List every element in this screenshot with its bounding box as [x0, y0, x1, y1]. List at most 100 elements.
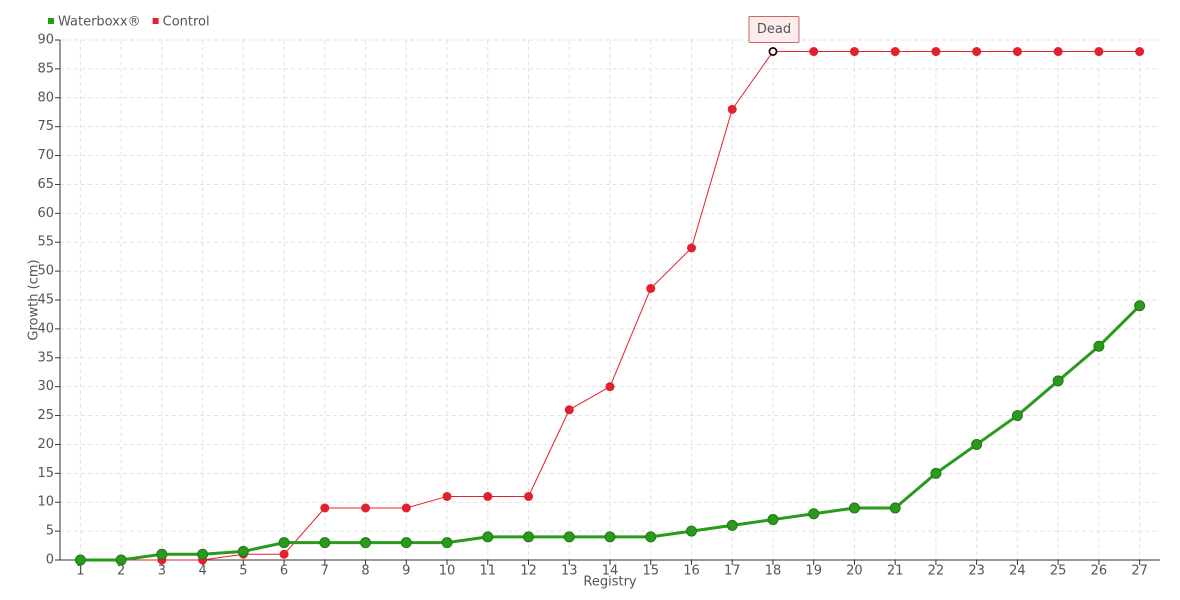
- data-point: [563, 531, 575, 543]
- data-point: [524, 491, 534, 501]
- y-tick-label: 35: [37, 350, 54, 365]
- y-tick-label: 30: [37, 379, 54, 394]
- x-axis-label: Registry: [583, 575, 637, 590]
- data-point: [278, 537, 290, 549]
- data-point: [320, 503, 330, 513]
- data-point: [808, 508, 820, 520]
- y-tick-label: 75: [37, 119, 54, 134]
- x-tick-label: 1: [76, 564, 84, 579]
- y-tick-label: 60: [37, 206, 54, 221]
- data-point: [523, 531, 535, 543]
- data-point: [809, 47, 819, 57]
- x-tick-label: 2: [117, 564, 125, 579]
- data-point: [319, 537, 331, 549]
- data-point: [1094, 47, 1104, 57]
- y-tick-label: 5: [46, 524, 54, 539]
- data-point: [197, 548, 209, 560]
- data-point: [849, 47, 859, 57]
- y-tick-label: 65: [37, 177, 54, 192]
- data-point: [401, 503, 411, 513]
- data-point: [237, 545, 249, 557]
- data-point: [889, 502, 901, 514]
- x-tick-label: 11: [480, 564, 497, 579]
- y-tick-label: 90: [37, 33, 54, 48]
- x-tick-label: 4: [198, 564, 206, 579]
- x-tick-label: 26: [1091, 564, 1108, 579]
- x-tick-label: 16: [683, 564, 700, 579]
- data-point: [1093, 340, 1105, 352]
- data-point: [930, 467, 942, 479]
- data-point: [279, 549, 289, 559]
- legend-label: Control: [163, 15, 210, 30]
- data-point: [726, 519, 738, 531]
- data-point: [115, 554, 127, 566]
- legend-swatch: [48, 18, 54, 24]
- x-tick-label: 18: [765, 564, 782, 579]
- data-point: [1135, 47, 1145, 57]
- data-point: [686, 243, 696, 253]
- x-tick-label: 27: [1131, 564, 1148, 579]
- data-point: [564, 405, 574, 415]
- data-point: [442, 491, 452, 501]
- annotation-marker: [768, 47, 778, 56]
- data-point: [74, 554, 86, 566]
- y-tick-label: 85: [37, 61, 54, 76]
- data-point: [441, 537, 453, 549]
- data-point: [645, 531, 657, 543]
- y-tick-label: 15: [37, 466, 54, 481]
- annotation: Dead: [748, 16, 800, 44]
- x-tick-label: 7: [321, 564, 329, 579]
- y-tick-label: 25: [37, 408, 54, 423]
- data-point: [1053, 47, 1063, 57]
- data-point: [767, 514, 779, 526]
- data-point: [400, 537, 412, 549]
- x-tick-label: 6: [280, 564, 288, 579]
- x-tick-label: 14: [602, 564, 619, 579]
- data-point: [361, 503, 371, 513]
- data-point: [972, 47, 982, 57]
- data-point: [685, 525, 697, 537]
- y-tick-label: 20: [37, 437, 54, 452]
- data-point: [156, 548, 168, 560]
- y-tick-label: 55: [37, 235, 54, 250]
- x-tick-label: 23: [968, 564, 985, 579]
- x-tick-label: 22: [928, 564, 945, 579]
- x-tick-label: 19: [805, 564, 822, 579]
- x-tick-label: 9: [402, 564, 410, 579]
- data-point: [646, 283, 656, 293]
- x-tick-label: 20: [846, 564, 863, 579]
- data-point: [727, 104, 737, 114]
- x-tick-label: 10: [439, 564, 456, 579]
- data-point: [1134, 300, 1146, 312]
- y-tick-label: 50: [37, 264, 54, 279]
- data-point: [360, 537, 372, 549]
- x-tick-label: 25: [1050, 564, 1067, 579]
- x-tick-label: 21: [887, 564, 904, 579]
- y-tick-label: 45: [37, 293, 54, 308]
- x-tick-label: 13: [561, 564, 578, 579]
- data-point: [971, 438, 983, 450]
- y-tick-label: 70: [37, 148, 54, 163]
- data-point: [890, 47, 900, 57]
- data-point: [1011, 410, 1023, 422]
- y-axis-label: Growth (cm): [27, 259, 42, 340]
- data-point: [605, 382, 615, 392]
- legend-swatch: [152, 18, 159, 24]
- x-tick-label: 3: [158, 564, 166, 579]
- x-tick-label: 15: [642, 564, 659, 579]
- data-point: [1052, 375, 1064, 387]
- legend-label: Waterboxx®: [58, 15, 141, 30]
- annotation-box: [748, 16, 800, 44]
- data-point: [1012, 47, 1022, 57]
- x-tick-label: 5: [239, 564, 247, 579]
- annotation-text: Dead: [757, 22, 791, 37]
- y-tick-label: 80: [37, 90, 54, 105]
- x-tick-label: 24: [1009, 564, 1026, 579]
- y-tick-label: 0: [46, 553, 54, 568]
- y-tick-label: 40: [37, 321, 54, 336]
- data-point: [482, 531, 494, 543]
- data-point: [604, 531, 616, 543]
- x-tick-label: 12: [520, 564, 537, 579]
- data-point: [483, 491, 493, 501]
